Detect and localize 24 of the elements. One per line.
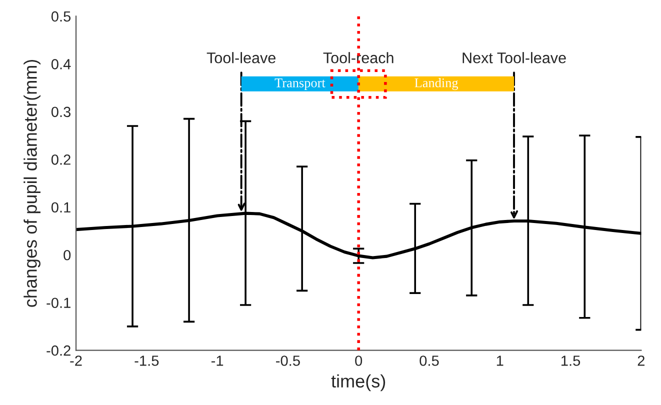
- band-label: Landing: [414, 78, 458, 90]
- y-tick-label: 0.2: [51, 154, 70, 165]
- x-axis-title: time(s): [331, 374, 386, 392]
- y-tick-label: 0.1: [51, 202, 70, 213]
- x-tick-label: 0: [355, 356, 362, 366]
- annotation: Next Tool-leave: [462, 52, 566, 64]
- x-tick-label: -0.5: [276, 356, 300, 366]
- y-tick-label: -0.2: [46, 345, 70, 356]
- x-tick-label: 1: [496, 356, 504, 366]
- y-tick-label: -0.1: [46, 298, 70, 308]
- x-tick-label: 0.5: [420, 356, 439, 366]
- y-tick-label: 0.5: [51, 11, 71, 22]
- band-label: Transport: [274, 78, 326, 90]
- y-tick-label: 0.4: [51, 59, 71, 70]
- x-tick-label: -1: [211, 356, 224, 366]
- x-tick-label: -1.5: [134, 356, 159, 366]
- x-tick-label: -2: [70, 356, 82, 366]
- annotation: Tool-leave: [206, 52, 276, 64]
- x-tick-label: 1.5: [562, 356, 580, 366]
- y-tick-label: 0: [64, 250, 71, 260]
- x-tick-label: 2: [638, 356, 644, 366]
- y-tick-label: 0.3: [51, 106, 71, 118]
- annotation: Tool-reach: [323, 52, 394, 64]
- y-axis-title: changes of pupil diameter(mm): [24, 60, 40, 307]
